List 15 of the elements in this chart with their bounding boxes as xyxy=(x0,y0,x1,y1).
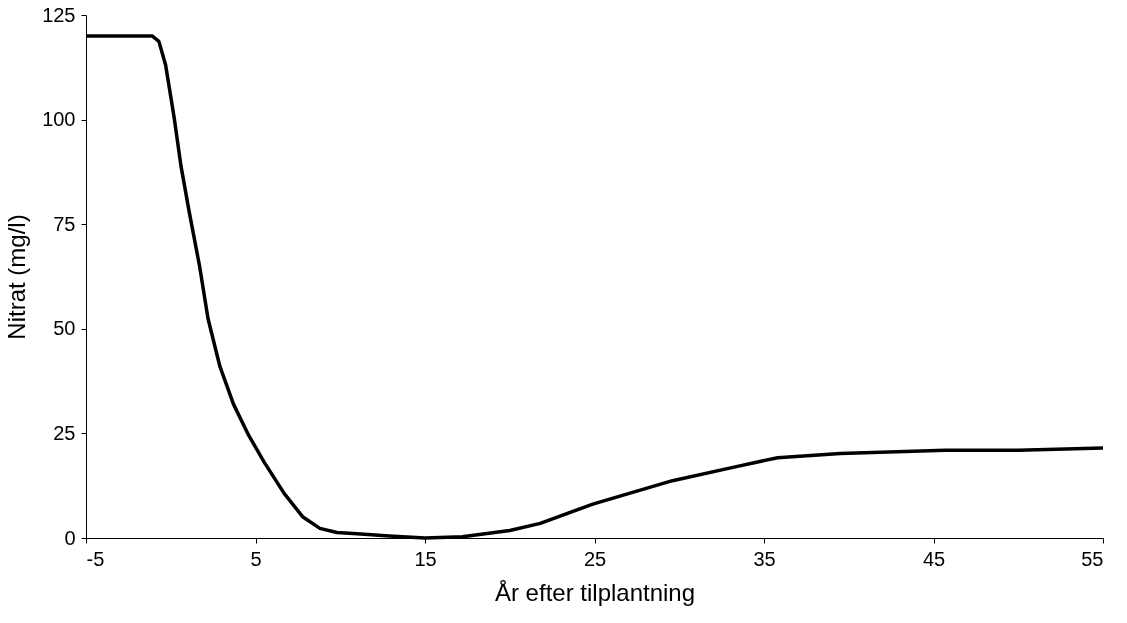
x-tick-label: 25 xyxy=(583,547,607,570)
x-tick-label: 35 xyxy=(753,547,776,570)
x-axis-title: År efter tilplantning xyxy=(494,578,696,606)
x-tick-label: -5 xyxy=(86,547,105,570)
y-tick-label: 0 xyxy=(64,526,76,549)
x-tick-label: 45 xyxy=(922,547,946,570)
x-tick-label: 15 xyxy=(414,547,437,570)
y-tick-label: 75 xyxy=(53,212,76,235)
y-tick-label: 125 xyxy=(42,3,76,26)
x-tick-label: 5 xyxy=(250,547,262,570)
y-tick-label: 100 xyxy=(42,108,76,131)
x-tick-label: 55 xyxy=(1081,547,1104,570)
y-tick-label: 50 xyxy=(53,317,76,340)
y-tick-label: 25 xyxy=(53,421,76,444)
y-axis-title: Nitrat (mg/l) xyxy=(3,214,31,340)
